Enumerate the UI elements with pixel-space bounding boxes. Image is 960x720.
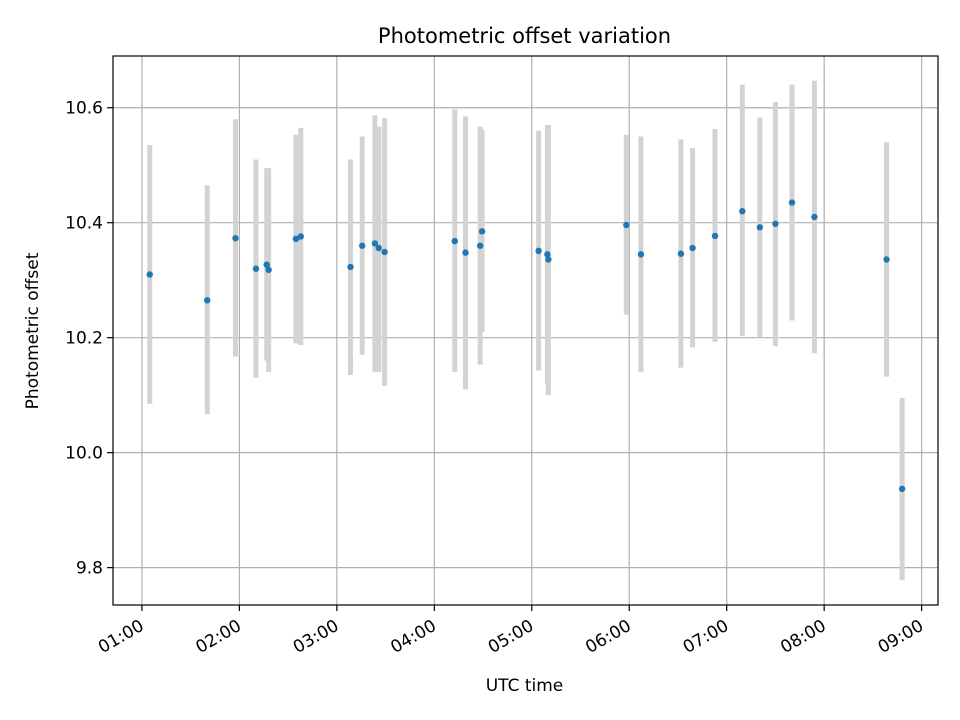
y-tick-label: 10.2 <box>65 329 103 349</box>
data-point <box>756 224 764 231</box>
x-axis-label: UTC time <box>486 676 564 696</box>
data-point <box>232 235 239 242</box>
data-point <box>252 265 260 272</box>
data-point <box>297 233 305 240</box>
y-axis-label: Photometric offset <box>23 252 43 409</box>
data-point <box>545 256 552 263</box>
data-point <box>462 249 469 256</box>
data-point <box>772 220 779 228</box>
data-point <box>544 251 551 258</box>
data-point <box>146 271 153 278</box>
data-point <box>883 256 890 263</box>
data-point <box>811 213 818 221</box>
data-point <box>535 247 542 255</box>
data-points <box>146 199 906 493</box>
data-point <box>371 240 379 247</box>
y-tick-label: 10.6 <box>65 99 103 119</box>
data-point <box>204 297 211 304</box>
data-point <box>898 485 906 493</box>
data-point <box>381 248 388 256</box>
plot-frame <box>112 55 939 606</box>
y-axis-ticks: 9.8 10.0 10.2 10.4 10.6 <box>65 99 113 579</box>
data-point <box>739 208 746 215</box>
data-point <box>359 242 366 249</box>
chart-title: Photometric offset variation <box>378 24 671 48</box>
y-tick-label: 10.0 <box>65 444 103 464</box>
data-point <box>623 221 630 229</box>
data-point <box>347 263 354 271</box>
data-point <box>711 232 719 240</box>
data-point <box>375 244 382 252</box>
data-point <box>478 228 486 235</box>
data-point <box>677 250 685 257</box>
data-point <box>451 237 458 245</box>
data-point <box>476 242 484 249</box>
data-point <box>265 266 272 274</box>
data-point <box>263 261 270 268</box>
data-point <box>292 235 300 243</box>
grid-lines <box>113 56 938 605</box>
data-point <box>788 199 796 206</box>
y-tick-label: 10.4 <box>65 214 103 234</box>
y-tick-label: 9.8 <box>76 559 103 579</box>
data-point <box>637 251 645 258</box>
data-point <box>689 244 696 252</box>
